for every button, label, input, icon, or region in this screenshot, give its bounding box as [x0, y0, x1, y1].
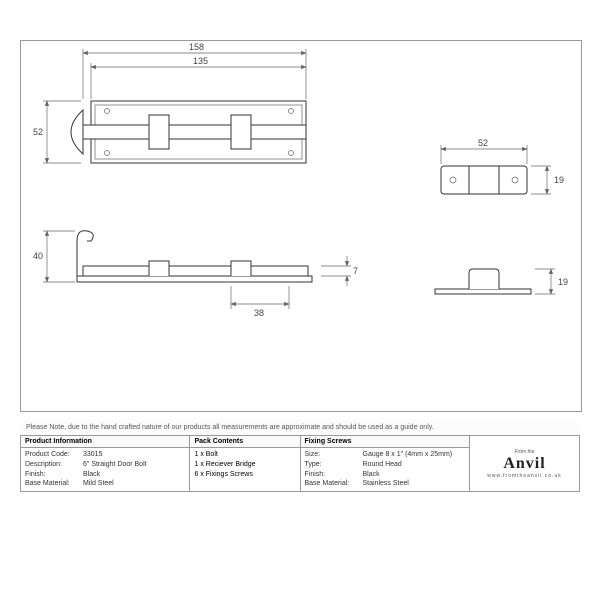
dim-7: 7	[353, 266, 358, 276]
keep-bridge-top	[469, 166, 499, 194]
logo-url: www.fromtheanvil.co.uk	[487, 473, 562, 479]
dim-k19: 19	[554, 175, 564, 185]
info-panel: Please Note, due to the hand crafted nat…	[20, 420, 580, 492]
info-row: Description:6" Straight Door Bolt	[25, 460, 185, 470]
fixing-screws-header: Fixing Screws	[301, 436, 469, 448]
dim-40: 40	[33, 251, 43, 261]
info-row: Finish:Black	[25, 470, 185, 480]
dim-ks19: 19	[558, 277, 568, 287]
dim-k52: 52	[478, 138, 488, 148]
product-info-header: Product Information	[21, 436, 189, 448]
info-row: Size:Gauge 8 x 1" (4mm x 25mm)	[305, 450, 465, 460]
pack-item: 1 x Reciever Bridge	[194, 460, 295, 470]
guide-1-top	[149, 115, 169, 149]
keep-bridge-side	[469, 269, 499, 289]
dim-135: 135	[193, 56, 208, 66]
product-info-section: Product Information Product Code:33015De…	[20, 436, 189, 491]
guide-2-side	[231, 261, 251, 276]
pack-item: 6 x Fixings Screws	[194, 470, 295, 480]
info-row: Base Material:Stainless Steel	[305, 479, 465, 489]
brand-logo-section: From the Anvil www.fromtheanvil.co.uk	[469, 436, 580, 491]
guide-1-side	[149, 261, 169, 276]
info-row: Type:Round Head	[305, 460, 465, 470]
technical-drawing: 158 135 52 40 7 38	[20, 40, 582, 412]
info-row: Product Code:33015	[25, 450, 185, 460]
bolt-shaft-side	[83, 266, 308, 276]
dim-158: 158	[189, 42, 204, 52]
bolt-knob-top	[71, 110, 83, 154]
pack-contents-header: Pack Contents	[190, 436, 299, 448]
info-row: Finish:Black	[305, 470, 465, 480]
keep-plate-side	[435, 289, 531, 294]
logo-main: Anvil	[487, 455, 562, 473]
info-row: Base Material:Mild Steel	[25, 479, 185, 489]
bolt-shaft-top	[83, 125, 306, 139]
disclaimer-note: Please Note, due to the hand crafted nat…	[20, 420, 580, 435]
guide-2-top	[231, 115, 251, 149]
backplate-side	[77, 276, 312, 282]
pack-contents-section: Pack Contents 1 x Bolt1 x Reciever Bridg…	[189, 436, 299, 491]
fixing-screws-section: Fixing Screws Size:Gauge 8 x 1" (4mm x 2…	[300, 436, 469, 491]
pack-item: 1 x Bolt	[194, 450, 295, 460]
dim-38: 38	[254, 308, 264, 318]
dim-52: 52	[33, 127, 43, 137]
